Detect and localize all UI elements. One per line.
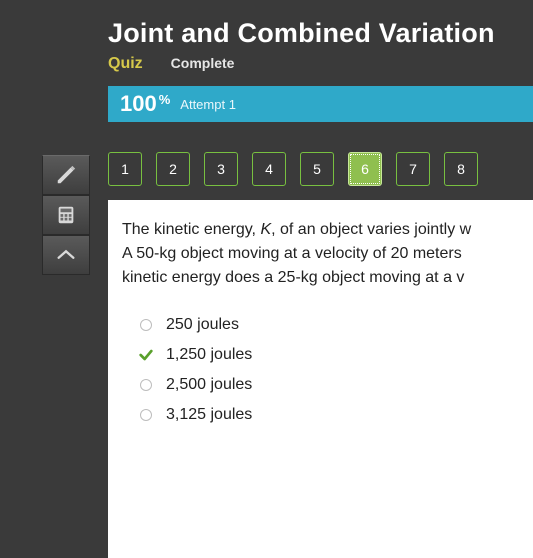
- qtext-part: , of an object varies jointly w: [271, 221, 471, 238]
- calculator-icon: [55, 204, 77, 226]
- side-toolbar: [42, 155, 90, 275]
- pencil-icon: [55, 164, 77, 186]
- pencil-button[interactable]: [42, 155, 90, 195]
- calculator-button[interactable]: [42, 195, 90, 235]
- answer-option[interactable]: 250 joules: [140, 310, 519, 340]
- qtext-part: A 50-kg object moving at a velocity of 2…: [122, 245, 462, 262]
- question-text: The kinetic energy, K, of an object vari…: [122, 218, 519, 290]
- attempt-label: Attempt 1: [180, 97, 236, 112]
- option-label: 1,250 joules: [166, 343, 252, 367]
- check-icon: [138, 347, 154, 363]
- question-nav-2[interactable]: 2: [156, 152, 190, 186]
- score-suffix: %: [159, 92, 171, 107]
- score-bar: 100 % Attempt 1: [108, 86, 533, 122]
- question-nav-6[interactable]: 6: [348, 152, 382, 186]
- question-nav-8[interactable]: 8: [444, 152, 478, 186]
- option-label: 3,125 joules: [166, 403, 252, 427]
- answer-option[interactable]: 1,250 joules: [140, 340, 519, 370]
- option-label: 2,500 joules: [166, 373, 252, 397]
- page-title: Joint and Combined Variation: [108, 18, 533, 49]
- score-value: 100: [120, 91, 157, 117]
- answer-option[interactable]: 3,125 joules: [140, 400, 519, 430]
- quiz-label: Quiz: [108, 55, 143, 73]
- question-nav-5[interactable]: 5: [300, 152, 334, 186]
- qtext-part: kinetic energy does a 25-kg object movin…: [122, 269, 464, 286]
- question-nav-7[interactable]: 7: [396, 152, 430, 186]
- qtext-part: The kinetic energy,: [122, 221, 260, 238]
- radio-empty-icon: [140, 319, 152, 331]
- qtext-var: K: [260, 221, 271, 238]
- radio-empty-icon: [140, 379, 152, 391]
- question-panel: The kinetic energy, K, of an object vari…: [108, 200, 533, 558]
- question-nav: 12345678: [108, 152, 478, 186]
- status-label: Complete: [171, 55, 235, 71]
- radio-empty-icon: [140, 409, 152, 421]
- collapse-icon: [55, 244, 77, 266]
- collapse-button[interactable]: [42, 235, 90, 275]
- option-label: 250 joules: [166, 313, 239, 337]
- answer-options: 250 joules 1,250 joules 2,500 joules 3,125 …: [140, 310, 519, 430]
- question-nav-4[interactable]: 4: [252, 152, 286, 186]
- answer-option[interactable]: 2,500 joules: [140, 370, 519, 400]
- question-nav-1[interactable]: 1: [108, 152, 142, 186]
- question-nav-3[interactable]: 3: [204, 152, 238, 186]
